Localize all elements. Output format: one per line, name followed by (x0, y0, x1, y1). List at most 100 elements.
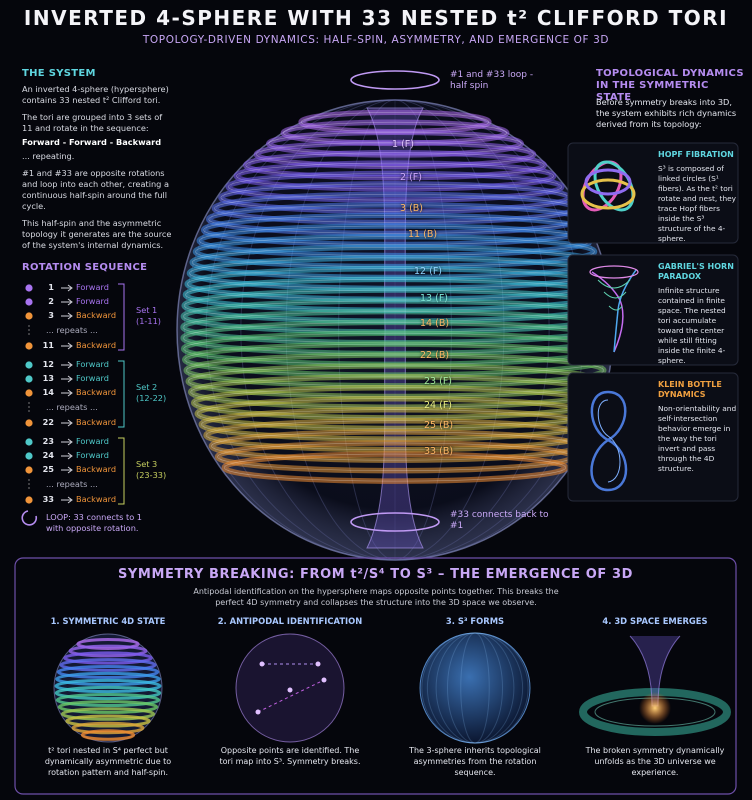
torus-highlight (236, 162, 554, 190)
panel-title: 1. SYMMETRIC 4D STATE (50, 616, 166, 626)
s3-grid (421, 632, 529, 744)
panel-caption: The 3-sphere inherits topological asymme… (409, 746, 541, 777)
row-number: 23 (42, 436, 54, 446)
panel-caption: t² tori nested in S⁴ perfect but dynamic… (44, 746, 172, 777)
row-direction: Forward (76, 450, 109, 460)
s3-grid (426, 632, 524, 744)
card-title: GABRIEL'S HORN PARADOX (658, 262, 734, 281)
row-arrowhead (67, 284, 73, 292)
torus (225, 170, 565, 203)
panel-art (53, 632, 731, 744)
set-label: Set 1 (136, 305, 158, 315)
row-direction: Backward (76, 464, 117, 474)
torus (221, 451, 569, 484)
row-dot (25, 466, 33, 474)
mini-torus (71, 721, 145, 735)
ring-label: 13 (F) (420, 293, 448, 304)
row-number: 13 (42, 373, 54, 383)
row-number: 22 (42, 417, 54, 427)
torus (253, 139, 537, 170)
set-label: Set 2 (136, 382, 158, 392)
row-number: 14 (42, 387, 54, 397)
section-title: SYMMETRY BREAKING: FROM t²/S⁴ TO S³ – TH… (117, 567, 634, 582)
top-loop (350, 70, 440, 90)
ring-label: 14 (B) (420, 318, 450, 329)
mini-torus (54, 685, 162, 701)
repeats-note: ... repeats ... (46, 479, 98, 489)
mini-torus (63, 651, 153, 665)
klein-icon (590, 390, 628, 492)
panel-title: 3. S³ FORMS (445, 616, 505, 626)
card-frame (567, 372, 739, 502)
row-dot (25, 312, 33, 320)
panel-caption: The broken symmetry dynamically unfolds … (585, 746, 725, 777)
row-direction: Backward (76, 310, 117, 320)
row-direction: Forward (76, 296, 109, 306)
row-direction: Backward (76, 417, 117, 427)
ring-label: 3 (B) (400, 203, 423, 214)
row-number: 1 (48, 282, 54, 292)
loop-icon (21, 510, 38, 526)
card-text: Non-orientability and self-intersection … (658, 404, 737, 473)
row-number: 2 (48, 296, 54, 306)
mini-torus (65, 714, 151, 728)
title: INVERTED 4-SPHERE WITH 33 NESTED t² CLIF… (23, 6, 729, 30)
row-arrowhead (67, 342, 73, 350)
sphere-note: #33 connects back to #1 (450, 510, 549, 531)
row-dot (25, 419, 33, 427)
card-frame (567, 142, 739, 244)
row-dot (25, 452, 33, 460)
row-direction: Forward (76, 373, 109, 383)
row-arrowhead (67, 452, 73, 460)
paragraph: The tori are grouped into 3 sets of 11 a… (22, 112, 163, 133)
row-number: 12 (42, 359, 54, 369)
ring-label: 22 (B) (420, 350, 450, 361)
point (315, 661, 321, 667)
set-range: (23-33) (136, 470, 167, 480)
row-number: 3 (48, 310, 54, 320)
paragraph: An inverted 4-sphere (hypersphere) conta… (22, 84, 169, 105)
mini-torus (57, 700, 159, 714)
paragraph: #1 and #33 are opposite rotations and lo… (22, 168, 169, 211)
row-dot (25, 298, 33, 306)
torus-highlight (245, 152, 545, 178)
card-title: HOPF FIBRATION (658, 150, 734, 159)
bottom-loop (350, 512, 440, 532)
row-direction: Backward (76, 340, 117, 350)
section-frame (14, 557, 737, 795)
mini-torus (68, 644, 148, 658)
set-range: (1-11) (136, 316, 161, 326)
point (259, 661, 265, 667)
row-dot (25, 389, 33, 397)
row-direction: Backward (76, 494, 117, 504)
torus (243, 149, 547, 181)
s3-grid (460, 632, 490, 744)
mini-torus (56, 665, 160, 679)
row-dot (25, 438, 33, 446)
row-dot (25, 496, 33, 504)
row-dot (25, 361, 33, 369)
horn-icon (589, 265, 639, 353)
row-number: 33 (42, 494, 54, 504)
card-frame (567, 254, 739, 366)
mini-torus (76, 637, 140, 651)
core-glow (639, 692, 671, 724)
sphere-note: #1 and #33 loop - half spin (450, 70, 534, 91)
row-arrowhead (67, 312, 73, 320)
loop-note: LOOP: 33 connects to 1 with opposite rot… (46, 512, 143, 533)
row-direction: Forward (76, 282, 109, 292)
section-heading: ROTATION SEQUENCE (22, 262, 148, 273)
point (321, 677, 327, 683)
s3-grid (447, 632, 503, 744)
point (287, 687, 293, 693)
s3-sphere (419, 632, 531, 744)
mini-torus (80, 729, 136, 741)
paragraph: This half-spin and the asymmetric topolo… (22, 218, 172, 250)
repeats-note: ... repeats ... (46, 325, 98, 335)
subtitle: TOPOLOGY-DRIVEN DYNAMICS: HALF-SPIN, ASY… (142, 34, 610, 46)
set-bracket (118, 360, 125, 428)
torus (233, 160, 557, 192)
section-description: Antipodal identification on the hypersph… (193, 587, 559, 607)
